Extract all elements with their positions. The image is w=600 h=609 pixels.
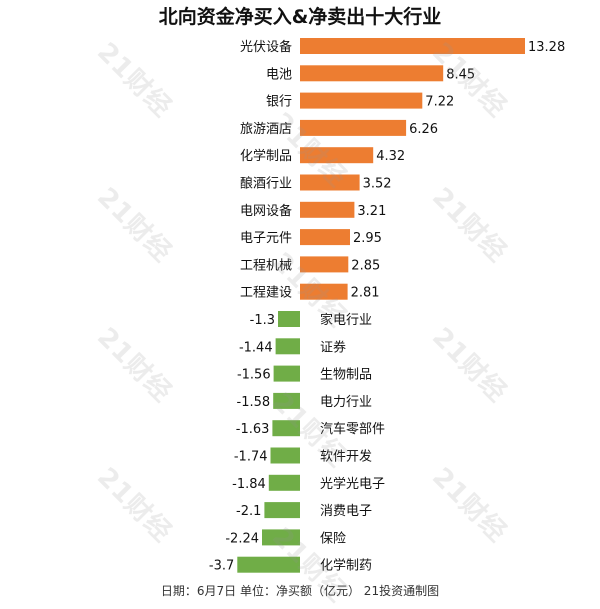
value-label: 8.45 (446, 67, 475, 82)
bar-13 (273, 392, 300, 409)
bar-7 (300, 229, 350, 246)
category-label: 汽车零部件 (320, 421, 385, 437)
bar-6 (300, 201, 355, 218)
value-label: -1.3 (250, 313, 275, 328)
bar-8 (300, 256, 349, 273)
category-label: 化学制药 (320, 558, 372, 574)
value-label: 2.81 (351, 286, 380, 301)
category-label: 保险 (320, 531, 346, 546)
category-label: 化学制品 (240, 148, 292, 164)
bar-16 (268, 474, 300, 491)
category-label: 工程机械 (240, 258, 292, 273)
value-label: -1.56 (237, 368, 271, 383)
value-label: 13.28 (528, 40, 565, 55)
value-label: -1.58 (237, 395, 271, 410)
value-label: 4.32 (376, 149, 405, 164)
category-label: 酿酒行业 (240, 176, 292, 192)
value-label: 3.21 (357, 204, 386, 219)
bar-0 (300, 38, 525, 54)
bar-11 (275, 338, 300, 355)
bar-3 (300, 119, 407, 136)
value-label: -1.63 (236, 422, 270, 437)
value-label: 7.22 (425, 95, 454, 110)
bar-2 (300, 92, 423, 109)
bar-10 (278, 311, 300, 327)
bar-14 (272, 420, 300, 437)
category-label: 电子元件 (240, 231, 292, 246)
category-label: 电网设备 (240, 203, 292, 219)
category-label: 软件开发 (320, 449, 372, 465)
value-label: -1.44 (239, 340, 273, 355)
value-label: -3.7 (209, 559, 234, 574)
category-label: 工程建设 (240, 286, 292, 301)
bar-12 (273, 365, 300, 382)
category-label: 消费电子 (320, 504, 372, 519)
value-label: -1.84 (232, 477, 266, 492)
category-label: 光学光电子 (320, 476, 385, 492)
bar-19 (237, 556, 300, 573)
value-label: 3.52 (363, 177, 392, 192)
bar-17 (264, 502, 300, 519)
bar-5 (300, 174, 360, 191)
bar-1 (300, 65, 444, 82)
footer-note: 日期：6月7日 单位：净买额（亿元） 21投资通制图 (160, 584, 440, 598)
value-label: -1.74 (234, 450, 268, 465)
category-label: 家电行业 (320, 312, 372, 328)
bar-9 (300, 283, 348, 300)
bar-15 (270, 447, 300, 464)
value-label: 2.85 (351, 258, 380, 273)
bar-18 (262, 529, 300, 546)
value-label: -2.24 (225, 531, 259, 546)
category-label: 光伏设备 (240, 39, 292, 55)
value-label: -2.1 (236, 504, 261, 519)
category-label: 生物制品 (320, 368, 372, 383)
category-label: 证券 (320, 339, 346, 355)
category-label: 电池 (266, 67, 292, 82)
category-label: 银行 (266, 95, 292, 110)
category-label: 电力行业 (320, 395, 372, 410)
bar-4 (300, 147, 374, 164)
value-label: 2.95 (353, 231, 382, 246)
value-label: 6.26 (409, 122, 438, 137)
category-label: 旅游酒店 (240, 122, 292, 137)
chart-title: 北向资金净买入&净卖出十大行业 (158, 6, 442, 28)
